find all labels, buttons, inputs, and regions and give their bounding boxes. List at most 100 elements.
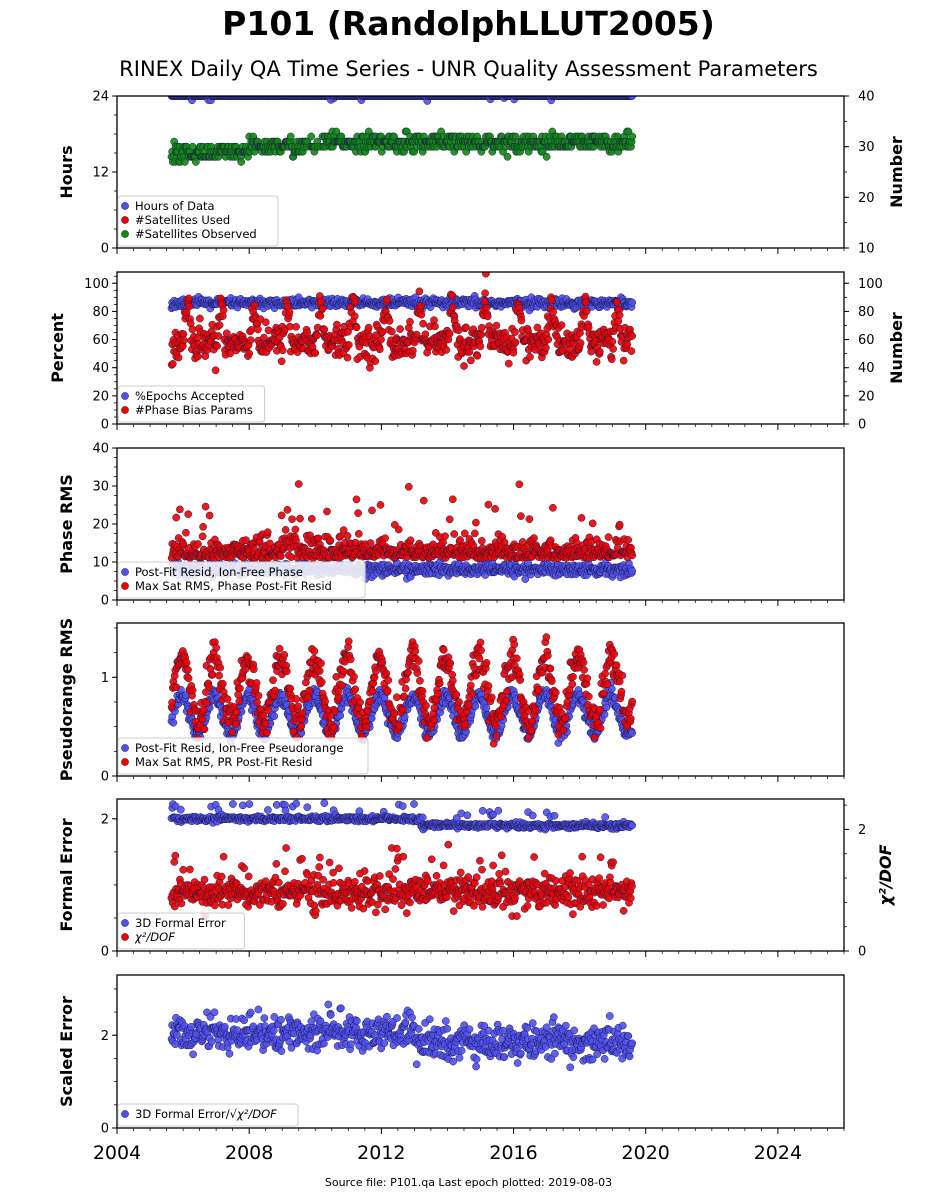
data-point [332,127,341,136]
right-y-tick-label: 10 [858,242,875,257]
data-point [303,328,312,337]
data-point [222,329,231,338]
data-point [213,342,221,350]
data-point [484,500,493,509]
data-point [465,348,474,356]
data-point [470,529,479,538]
data-point [270,712,279,721]
data-point [366,539,375,547]
data-point [316,312,325,320]
data-point [628,567,636,575]
right-y-axis-label: Number [887,136,906,208]
data-point [168,360,177,368]
data-point [354,529,363,538]
y-tick-label: 0 [101,418,109,433]
data-point [467,356,475,365]
legend-box [117,195,279,247]
data-point [549,503,557,512]
y-tick-label: 40 [92,442,109,457]
panel-2: 020406080100Percent020406080100Number%Ep… [48,271,906,433]
right-y-tick-label: 30 [858,140,875,155]
legend-marker [121,406,129,414]
data-point [261,318,270,327]
data-point [215,321,224,329]
data-point [549,308,558,316]
data-point [307,132,316,141]
data-point [211,366,220,375]
data-point [582,307,591,316]
data-point [351,298,360,306]
data-point [416,302,425,310]
data-point [456,536,464,544]
data-point [619,356,628,365]
data-point [419,496,428,505]
data-point [588,519,597,528]
legend-entry: Max Sat RMS, Phase Post-Fit Resid [135,579,332,593]
y-tick-label: 0 [101,242,109,257]
legend: %Epochs Accepted#Phase Bias Params [117,385,266,423]
data-point [417,310,426,319]
data-point [445,515,454,524]
data-point [317,297,325,306]
data-point [412,330,421,339]
x-axis [116,424,845,430]
data-point [193,352,202,361]
legend-marker [121,216,129,224]
data-point [533,323,542,332]
data-point [404,482,413,491]
data-point [415,287,424,296]
y-tick-label: 12 [92,166,109,181]
data-point [477,537,486,545]
data-point [205,511,214,520]
right-y-tick-label: 40 [858,361,875,376]
data-point [530,534,538,542]
data-point [448,291,457,300]
data-point [577,514,586,522]
data-point [198,532,207,541]
data-points [167,272,637,375]
y-tick-label: 24 [92,90,109,105]
data-point [460,362,468,370]
data-point [542,343,550,352]
data-point [511,338,520,347]
data-point [582,298,590,307]
data-point [292,536,300,544]
data-point [352,323,361,332]
y-axis-label: Hours [57,145,76,198]
data-point [394,525,403,534]
data-point [383,295,392,304]
data-point [242,536,250,544]
data-point [294,480,303,488]
data-point [471,702,480,711]
data-point [292,322,300,331]
data-point [476,342,485,351]
chart-title: P101 (RandolphLLUT2005) [222,4,715,43]
data-point [538,147,547,156]
data-point [339,526,348,534]
legend-entry: Hours of Data [135,199,215,213]
data-point [628,132,637,141]
data-point [615,520,624,529]
data-point [517,316,526,325]
data-point [609,345,617,353]
data-point [396,325,404,333]
data-point [226,349,235,358]
data-point [185,302,194,311]
data-point [254,325,262,334]
data-point [214,332,223,340]
data-point [277,552,285,560]
data-point [627,347,636,355]
data-point [608,337,617,346]
data-point [174,353,183,362]
data-point [547,296,556,305]
y-tick-label: 20 [92,518,109,533]
x-axis [116,600,845,606]
y-tick-label: 20 [92,389,109,404]
data-point [544,335,553,344]
data-point [285,308,294,316]
legend-marker [121,582,129,590]
data-point [504,359,513,368]
